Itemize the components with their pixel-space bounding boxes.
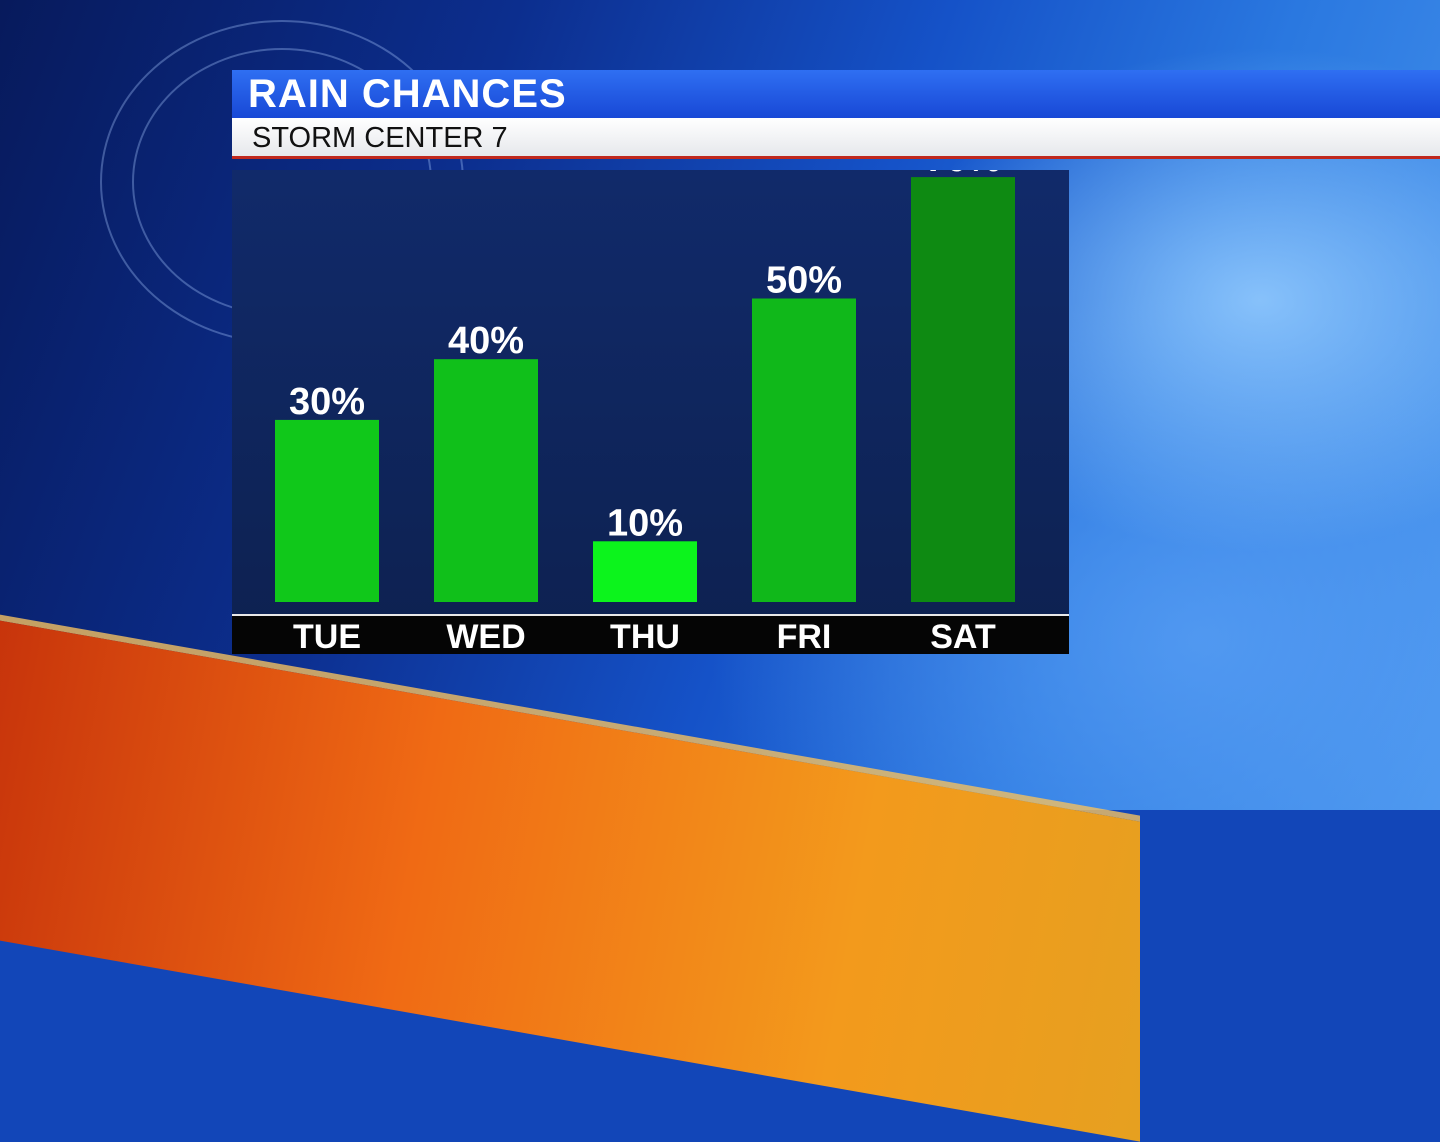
rain-chance-chart: 30% TUE 40% WED 10% THU 50% FRI 70% SAT: [275, 170, 1015, 652]
bar-wed: [434, 359, 538, 602]
bar-sat: [911, 177, 1015, 602]
category-axis-strip: [232, 614, 1069, 654]
value-label-wed: 40%: [448, 320, 524, 362]
category-label-fri: FRI: [777, 618, 832, 652]
value-label-fri: 50%: [766, 260, 842, 302]
chart-subtitle: STORM CENTER 7: [252, 122, 508, 154]
category-label-tue: TUE: [293, 618, 361, 652]
bar-tue: [275, 419, 379, 602]
category-label-wed: WED: [446, 618, 525, 652]
category-label-sat: SAT: [930, 618, 996, 652]
value-label-tue: 30%: [289, 381, 365, 423]
value-label-sat: 70%: [925, 170, 1001, 180]
bar-fri: [752, 298, 856, 602]
category-label-thu: THU: [610, 618, 680, 652]
subtitle-bar: [232, 118, 1440, 159]
bar-thu: [593, 541, 697, 602]
title-bar: [232, 70, 1440, 118]
value-label-thu: 10%: [607, 502, 683, 544]
chart-title: RAIN CHANCES: [248, 72, 567, 116]
